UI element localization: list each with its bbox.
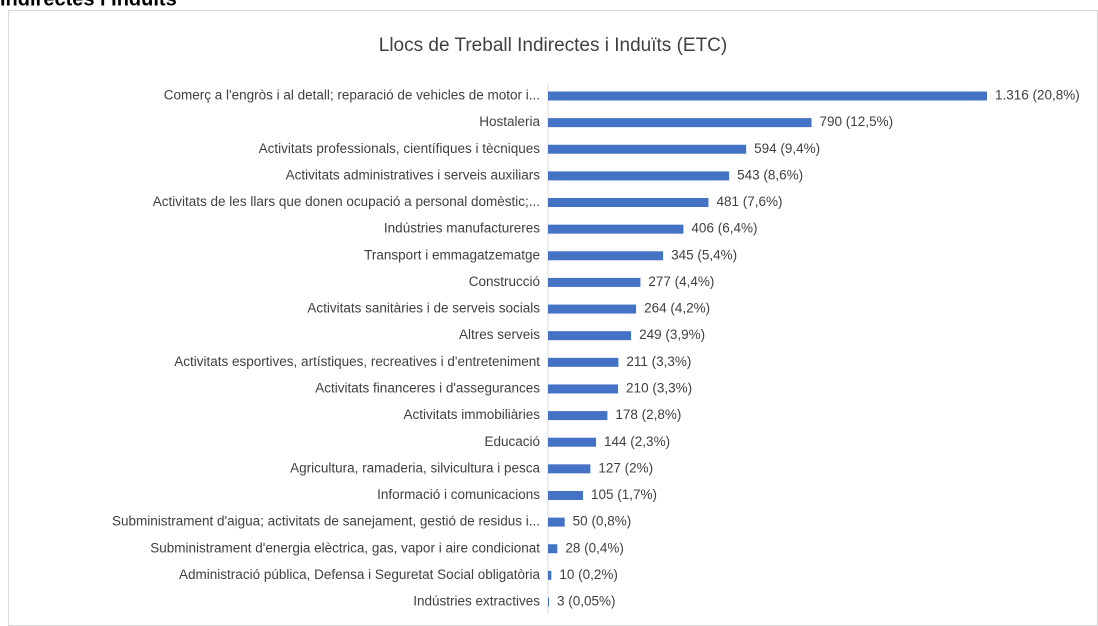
category-label: Indústries extractives — [413, 594, 540, 609]
category-label: Informació i comunicacions — [377, 487, 540, 502]
bar — [548, 118, 812, 128]
category-label: Activitats sanitàries i de serveis socia… — [307, 301, 540, 316]
bar — [548, 490, 584, 500]
bar — [548, 224, 684, 234]
value-label: 249 (3,9%) — [639, 327, 705, 342]
bar — [548, 251, 664, 261]
value-label: 211 (3,3%) — [626, 354, 691, 369]
bar — [548, 544, 558, 554]
bar — [548, 171, 730, 181]
bar — [548, 304, 637, 314]
value-label: 345 (5,4%) — [671, 247, 737, 262]
chart-frame — [8, 10, 1098, 626]
bar — [548, 597, 550, 607]
category-label: Activitats immobiliàries — [403, 407, 540, 422]
category-label: Agricultura, ramaderia, silvicultura i p… — [290, 460, 540, 475]
bar — [548, 198, 709, 208]
bar — [548, 411, 608, 421]
value-label: 1.316 (20,8%) — [995, 88, 1080, 103]
value-label: 594 (9,4%) — [754, 141, 820, 156]
bar — [548, 277, 641, 287]
category-label: Construcció — [469, 274, 540, 289]
value-label: 790 (12,5%) — [820, 114, 894, 129]
category-label: Altres serveis — [459, 327, 540, 342]
value-label: 28 (0,4%) — [565, 540, 624, 555]
bar — [548, 357, 619, 367]
category-label: Subministrament d'energia elèctrica, gas… — [150, 540, 540, 555]
bar — [548, 384, 619, 394]
category-label: Administració pública, Defensa i Seguret… — [179, 567, 540, 582]
bar — [548, 517, 565, 527]
value-label: 210 (3,3%) — [626, 381, 692, 396]
value-label: 10 (0,2%) — [559, 567, 618, 582]
value-label: 277 (4,4%) — [648, 274, 714, 289]
chart-title: Llocs de Treball Indirectes i Induïts (E… — [379, 35, 727, 56]
bar — [548, 91, 987, 101]
bar — [548, 570, 552, 580]
value-label: 3 (0,05%) — [557, 594, 616, 609]
category-label: Transport i emmagatzematge — [364, 247, 540, 262]
bar — [548, 144, 747, 154]
category-label: Activitats administratives i serveis aux… — [286, 167, 541, 182]
value-label: 127 (2%) — [598, 460, 653, 475]
value-label: 543 (8,6%) — [737, 167, 803, 182]
bar — [548, 331, 632, 341]
category-label: Activitats professionals, científiques i… — [259, 141, 541, 156]
category-label: Activitats de les llars que donen ocupac… — [153, 194, 540, 209]
category-label: Activitats financeres i d'assegurances — [315, 381, 540, 396]
value-label: 481 (7,6%) — [716, 194, 782, 209]
value-label: 50 (0,8%) — [573, 514, 632, 529]
category-label: Activitats esportives, artístiques, recr… — [174, 354, 540, 369]
value-label: 406 (6,4%) — [691, 221, 757, 236]
bar — [548, 464, 591, 474]
value-label: 105 (1,7%) — [591, 487, 657, 502]
value-label: 178 (2,8%) — [615, 407, 681, 422]
category-label: Hostaleria — [479, 114, 540, 129]
page-heading: Indirectes i Induïts — [0, 0, 177, 10]
category-label: Indústries manufactureres — [384, 221, 540, 236]
category-label: Educació — [484, 434, 540, 449]
value-label: 144 (2,3%) — [604, 434, 670, 449]
category-label: Subministrament d'aigua; activitats de s… — [112, 514, 540, 529]
value-label: 264 (4,2%) — [644, 301, 710, 316]
category-label: Comerç a l'engròs i al detall; reparació… — [164, 88, 540, 103]
bar — [548, 437, 597, 447]
